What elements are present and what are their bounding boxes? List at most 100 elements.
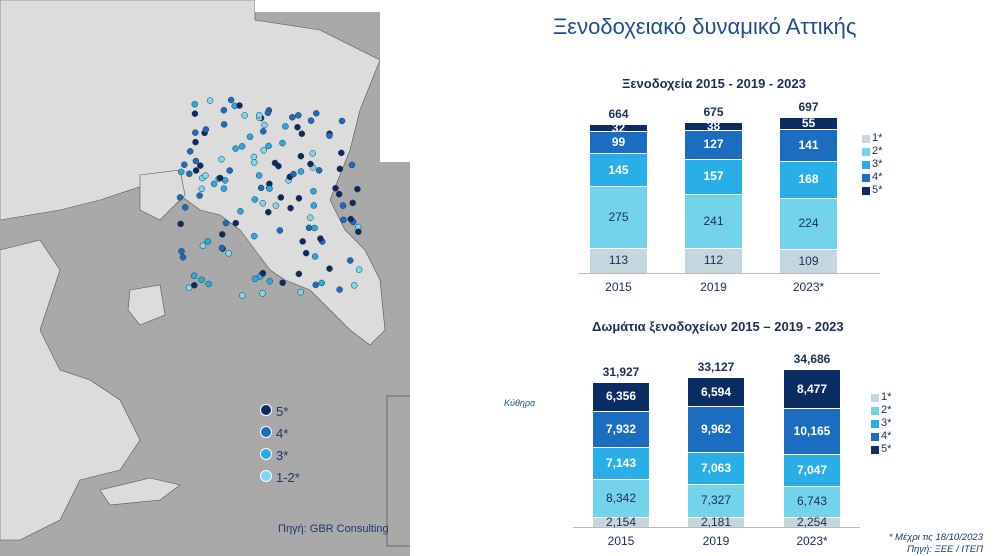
hotel-marker — [295, 112, 302, 119]
bar-segment — [590, 153, 647, 186]
bar-segment — [685, 121, 742, 131]
map-legend-label: 3* — [276, 448, 289, 463]
bar-segment — [780, 128, 837, 161]
hotel-marker — [220, 106, 228, 114]
hotel-marker — [210, 180, 218, 188]
bar-segment — [685, 193, 742, 248]
bar-segment — [593, 382, 649, 411]
bar-segment — [688, 517, 744, 527]
data-label: 10,165 — [793, 424, 831, 439]
hotel-marker — [276, 227, 284, 234]
hotel-marker — [222, 219, 230, 227]
bar-segment — [780, 198, 837, 249]
hotel-marker — [259, 290, 266, 297]
hotel-marker — [232, 219, 240, 227]
inset-label: Κύθηρα — [504, 398, 536, 408]
data-label: 241 — [703, 213, 724, 228]
x-axis-line — [578, 273, 880, 274]
hotel-marker — [232, 145, 239, 152]
hotel-marker — [312, 281, 319, 289]
data-label: 8,342 — [605, 491, 637, 506]
legend-label: 2* — [872, 145, 883, 157]
hotel-marker — [196, 192, 203, 199]
bar-segment — [780, 116, 837, 129]
x-tick-label: 2023* — [796, 534, 828, 548]
data-label: 112 — [703, 253, 724, 268]
legend-swatch — [871, 420, 879, 428]
hotel-marker — [355, 266, 363, 273]
legend-swatch — [871, 433, 879, 441]
hotel-marker — [198, 185, 205, 193]
hotel-marker — [265, 142, 272, 150]
hotel-marker — [250, 232, 258, 240]
hotel-marker — [246, 133, 254, 141]
bar-segment — [784, 369, 840, 408]
hotel-marker — [290, 170, 297, 178]
bar-segment — [780, 248, 837, 273]
data-label: 127 — [703, 137, 724, 152]
total-label: 664 — [608, 107, 629, 121]
data-label: 7,143 — [605, 456, 637, 471]
data-label: 2,181 — [700, 515, 732, 530]
legend-swatch — [862, 187, 870, 195]
hotel-marker — [336, 286, 343, 293]
hotel-marker — [305, 224, 313, 232]
data-label: 8,477 — [796, 381, 828, 396]
total-label: 697 — [798, 99, 819, 114]
hotel-marker — [299, 238, 306, 245]
hotel-marker — [354, 185, 361, 193]
x-axis-line — [573, 527, 860, 528]
bar-segment — [780, 160, 837, 199]
hotel-marker — [198, 276, 205, 284]
bar-segment — [590, 185, 647, 248]
data-label: 7,063 — [700, 460, 732, 475]
data-label: 7,932 — [605, 421, 637, 436]
hotel-marker — [192, 167, 200, 174]
hotel-marker — [192, 157, 200, 165]
chart2-title: Δωμάτια ξενοδοχείων 2015 – 2019 - 2023 — [592, 319, 844, 334]
hotel-marker — [297, 152, 305, 160]
total-label: 33,127 — [697, 359, 735, 374]
data-label: 6,743 — [796, 494, 828, 509]
hotel-marker — [282, 123, 289, 130]
hotel-marker — [335, 190, 343, 198]
map-legend-item: 5* — [260, 404, 288, 419]
x-tick-label: 2019 — [702, 534, 730, 548]
hotel-marker — [241, 112, 248, 119]
legend-label: 4* — [872, 171, 883, 183]
hotel-marker — [338, 149, 345, 157]
legend-label: 4* — [881, 430, 892, 442]
hotel-marker — [340, 216, 347, 224]
bar-segment — [685, 247, 742, 273]
x-tick-label: 2015 — [605, 280, 632, 294]
hotel-marker — [206, 97, 214, 104]
x-tick-label: 2023* — [792, 280, 825, 294]
hotel-marker — [255, 172, 263, 179]
hotel-marker — [186, 170, 193, 178]
hotel-marker — [237, 208, 244, 215]
hotel-marker — [205, 280, 212, 288]
hotel-marker — [266, 278, 274, 285]
hotel-marker — [310, 202, 318, 209]
bar-segment — [688, 376, 744, 407]
bar-segment — [593, 517, 649, 527]
land-peloponnese — [0, 239, 141, 541]
hotel-marker — [177, 220, 184, 228]
hotel-marker — [264, 109, 272, 117]
legend-label: 3* — [872, 158, 883, 170]
hotel-marker — [259, 269, 267, 277]
data-label: 224 — [798, 216, 819, 231]
data-label: 141 — [798, 137, 819, 152]
legend-label: 5* — [872, 184, 883, 196]
map-legend-label: 4* — [276, 426, 289, 441]
hotel-marker — [336, 165, 344, 173]
data-label: 38 — [706, 118, 721, 133]
data-label: 168 — [798, 172, 819, 187]
hotel-marker — [309, 150, 316, 157]
hotel-marker — [197, 162, 204, 169]
hotel-marker — [298, 130, 306, 137]
hotel-marker — [307, 160, 314, 168]
hotel-marker — [185, 284, 193, 292]
hotel-marker — [202, 126, 210, 133]
legend-swatch — [871, 407, 879, 415]
